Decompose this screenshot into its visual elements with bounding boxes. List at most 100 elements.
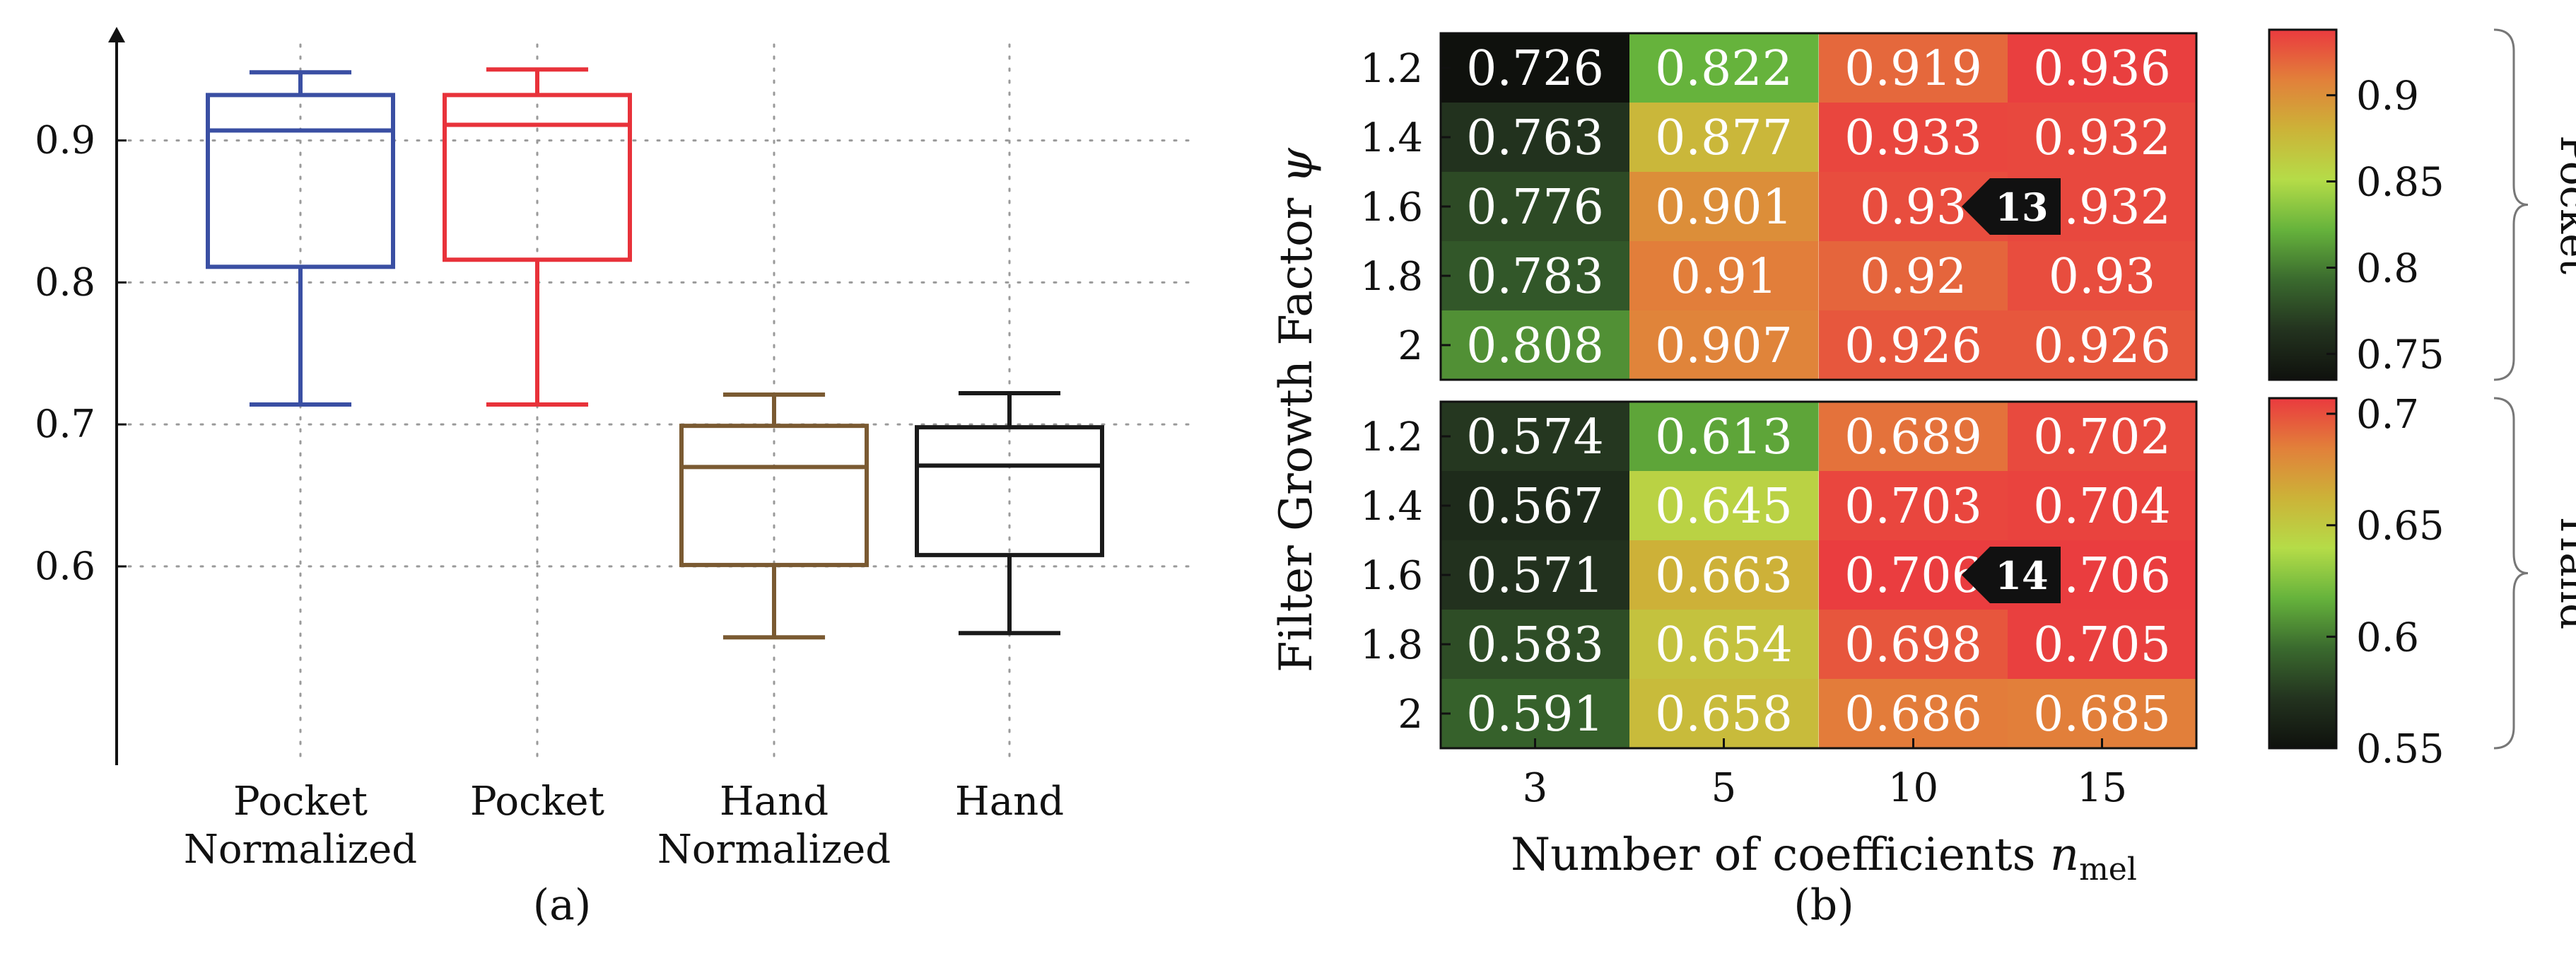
heatmap-cell xyxy=(2008,103,2197,173)
heatmap-row-label: 1.6 xyxy=(1360,553,1423,599)
heatmap-cell-value: 0.591 xyxy=(1466,687,1604,743)
heatmap-cell-value: 0.686 xyxy=(1844,687,1982,743)
heatmap-cell-value: 0.726 xyxy=(1466,41,1604,97)
heatmap-cell-value: 0.901 xyxy=(1655,180,1793,235)
heatmap-cell xyxy=(1441,540,1630,610)
heatmap-row-label: 1.4 xyxy=(1360,115,1423,161)
heatmap-cell-value: 0.936 xyxy=(2033,41,2171,97)
heatmap-hand: 0.574 0.613 0.689 0.702 0.567 0.645 0.703 0.704… xyxy=(1439,400,2198,750)
group-label: Pocket xyxy=(2551,135,2576,274)
heatmap-markers: 13 14 xyxy=(1962,178,2061,603)
heatmap-cell xyxy=(2008,402,2197,472)
heatmap-cell xyxy=(1629,471,1819,541)
heatmap-cell xyxy=(1441,310,1630,380)
heatmap-cell xyxy=(1629,33,1819,103)
heatmap-cells: 0.726 0.822 0.919 0.936 0.763 0.877 0.933 0.932… xyxy=(1439,32,2198,750)
heatmap-cell xyxy=(1819,310,2008,380)
category-label: Normalized xyxy=(657,827,891,873)
heatmap-cell xyxy=(2008,310,2197,380)
heatmap-cell xyxy=(1629,610,1819,680)
x-axis-title-variable: n xyxy=(2050,829,2079,881)
heatmap-cell-value: 0.571 xyxy=(1466,548,1604,604)
heatmap-cell xyxy=(1441,679,1630,749)
heatmap-cell xyxy=(1441,172,1630,242)
heatmap-cell xyxy=(1819,679,2008,749)
heatmap-cell-value: 0.654 xyxy=(1655,617,1793,673)
marker-label: 14 xyxy=(1995,553,2048,598)
heatmap-cell-value: 0.658 xyxy=(1655,687,1793,743)
heatmap-cell xyxy=(1441,610,1630,680)
heatmap-cell xyxy=(1441,33,1630,103)
heatmap-cell-value: 0.907 xyxy=(1655,318,1793,374)
colorbar-tick-label: 0.7 xyxy=(2356,392,2419,438)
heatmap-cell-value: 0.703 xyxy=(1844,479,1982,535)
colorbar-tick-label: 0.85 xyxy=(2356,160,2445,206)
heatmap-cell-value: 0.93 xyxy=(2049,249,2155,305)
heatmap-row-label: 1.8 xyxy=(1360,622,1423,668)
heatmap-cell-value: 0.613 xyxy=(1655,409,1793,465)
heatmap-cell-value: 0.776 xyxy=(1466,180,1604,235)
heatmap-row-label: 1.6 xyxy=(1360,185,1423,231)
heatmap-cell xyxy=(1819,103,2008,173)
heatmap-row-label: 1.4 xyxy=(1360,484,1423,530)
colorbar-gradient xyxy=(2268,28,2338,381)
heatmap-pocket: 0.726 0.822 0.919 0.936 0.763 0.877 0.933 0.932… xyxy=(1439,32,2198,381)
box-3 xyxy=(679,392,869,640)
y-tick-label: 0.8 xyxy=(35,260,95,304)
heatmap-cell xyxy=(1629,540,1819,610)
box-plot-boxes xyxy=(206,67,1104,640)
heatmap-cell-value: 0.704 xyxy=(2033,479,2171,535)
y-axis-title-variable: ψ xyxy=(1270,147,1323,183)
box-1 xyxy=(206,70,395,407)
heatmap-cell xyxy=(1629,103,1819,173)
marker-shape xyxy=(1962,178,2061,235)
heatmap-column-label: 10 xyxy=(1888,765,1938,811)
heatmap-cell-value: 0.926 xyxy=(2033,318,2171,374)
category-label: Pocket xyxy=(470,779,605,825)
heatmap-cell-value: 0.926 xyxy=(1844,318,1982,374)
heatmap-row-label: 2 xyxy=(1398,323,1423,369)
box-2 xyxy=(443,67,632,407)
heatmap-cell-value: 0.702 xyxy=(2033,409,2171,465)
x-axis-title-subscript: mel xyxy=(2079,851,2137,888)
heatmap-cell-value: 0.932 xyxy=(2033,110,2171,166)
heatmap-cell xyxy=(1819,33,2008,103)
box-plot-grid xyxy=(115,43,1196,767)
x-axis-title-text: Number of coefficients xyxy=(1511,829,2050,881)
heatmap-cell xyxy=(1441,471,1630,541)
heatmap-cell-value: 0.822 xyxy=(1655,41,1793,97)
y-tick-label: 0.9 xyxy=(35,118,95,163)
category-label: Hand xyxy=(955,779,1064,825)
box-iqr xyxy=(679,424,869,567)
heatmap-row-label: 2 xyxy=(1398,692,1423,738)
colorbar-pocket: 0.9 0.85 0.8 0.75 xyxy=(2268,28,2445,381)
heatmap-cell-value: 0.92 xyxy=(1860,249,1967,305)
heatmap-group-braces: Pocket Hand xyxy=(2493,28,2576,750)
heatmap-cell-value: 0.706 xyxy=(1844,548,1982,604)
colorbar-tick-label: 0.6 xyxy=(2356,615,2419,661)
colorbar-tick-label: 0.55 xyxy=(2356,726,2445,772)
marker-label: 13 xyxy=(1995,185,2048,230)
box-iqr xyxy=(915,425,1104,557)
heatmap-column-labels: 3 5 10 15 xyxy=(1523,738,2127,811)
heatmap-cell-value: 0.808 xyxy=(1466,318,1604,374)
heatmap-cell xyxy=(2008,33,2197,103)
heatmap-cell-value: 0.91 xyxy=(1670,249,1777,305)
colorbar-tick-label: 0.65 xyxy=(2356,504,2445,549)
marker-shape xyxy=(1962,547,2061,603)
heatmap-row-label: 1.8 xyxy=(1360,254,1423,300)
heatmap-column-label: 3 xyxy=(1523,765,1548,811)
marker-hand: 14 xyxy=(1962,547,2061,603)
colorbar-tick-label: 0.8 xyxy=(2356,246,2419,292)
heatmap-cell-value: 0.93 xyxy=(1860,180,1967,235)
heatmap-cell-value: 0.583 xyxy=(1466,617,1604,673)
heatmap-cell-value: 0.698 xyxy=(1844,617,1982,673)
category-label: Normalized xyxy=(184,827,417,873)
heatmap-cell xyxy=(2008,610,2197,680)
heatmap-cell xyxy=(1441,241,1630,311)
y-axis-arrow xyxy=(108,27,125,42)
